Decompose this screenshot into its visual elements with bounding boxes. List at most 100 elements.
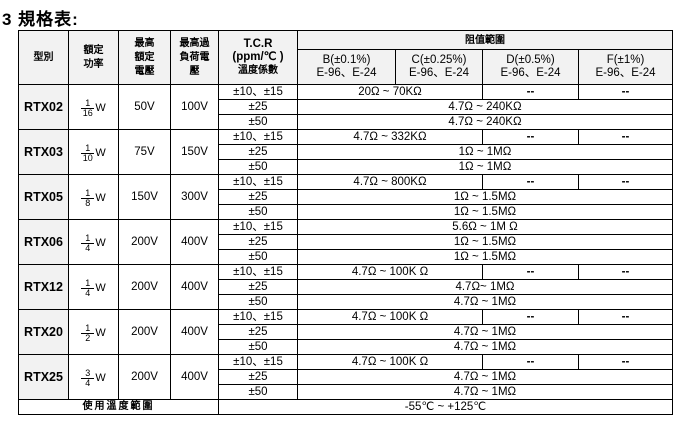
range-cell-f: -- <box>578 354 673 370</box>
max-voltage-cell: 200V <box>118 354 171 400</box>
table-row: ±25 1Ω ~ 1.5MΩ <box>19 189 673 205</box>
range-cell: 4.7Ω ~ 1MΩ <box>297 339 673 355</box>
table-row: ±25 4.7Ω ~ 1MΩ <box>19 324 673 340</box>
operating-temp-value: -55℃ ~ +125℃ <box>218 399 673 415</box>
tolerance-series: E-96、E-24 <box>408 67 470 79</box>
power-cell: 1 10 W <box>68 129 119 175</box>
tcr-cell: ±50 <box>218 159 298 175</box>
header-power: 額定功率 <box>68 30 119 85</box>
model-cell: RTX05 <box>18 174 69 220</box>
range-cell: 4.7Ω ~ 1MΩ <box>297 294 673 310</box>
operating-temp-label: 使用溫度範圍 <box>18 399 219 415</box>
power-unit: W <box>95 101 106 114</box>
power-unit: W <box>95 191 106 204</box>
tcr-cell: ±10、±15 <box>218 174 298 190</box>
max-voltage-cell: 150V <box>118 174 171 220</box>
range-cell: 4.7Ω ~ 1MΩ <box>297 369 673 385</box>
overload-voltage-cell: 400V <box>170 219 219 265</box>
power-denominator: 16 <box>82 107 93 118</box>
max-voltage-cell: 200V <box>118 309 171 355</box>
header-max-voltage: 最高額定電壓 <box>118 30 171 85</box>
range-cell: 4.7Ω ~ 100K Ω <box>297 264 483 280</box>
power-unit: W <box>95 326 106 339</box>
model-cell: RTX25 <box>18 354 69 400</box>
tcr-cell: ±50 <box>218 384 298 400</box>
tcr-cell: ±10、±15 <box>218 219 298 235</box>
range-cell: 1Ω ~ 1MΩ <box>297 159 673 175</box>
overload-voltage-cell: 400V <box>170 264 219 310</box>
power-unit: W <box>95 281 106 294</box>
range-cell-d: -- <box>482 84 579 100</box>
power-numerator: 1 <box>81 143 95 154</box>
range-cell: 4.7Ω ~ 332KΩ <box>297 129 483 145</box>
range-cell: 1Ω ~ 1MΩ <box>297 144 673 160</box>
tcr-unit: (ppm/℃ ) <box>232 50 284 63</box>
power-numerator: 1 <box>81 188 95 199</box>
tcr-cell: ±10、±15 <box>218 309 298 325</box>
power-numerator: 3 <box>81 368 95 379</box>
tcr-cell: ±50 <box>218 114 298 130</box>
power-numerator: 1 <box>81 98 95 109</box>
header-tcr: T.C.R (ppm/℃ ) 溫度係數 <box>218 30 298 85</box>
power-numerator: 1 <box>81 323 95 334</box>
range-cell: 4.7Ω ~ 240KΩ <box>297 114 673 130</box>
range-cell: 5.6Ω ~ 1M Ω <box>297 219 673 235</box>
table-row: RTX03 1 10 W 75V 150V ±10、±15 4.7Ω ~ 332KΩ -… <box>18 129 673 175</box>
tcr-cell: ±10、±15 <box>218 264 298 280</box>
range-cell-d: -- <box>482 129 579 145</box>
tolerance-grade: F(±1%) <box>606 54 645 66</box>
header-range: 阻值範圍 <box>297 30 673 50</box>
tolerance-grade: D(±0.5%) <box>506 54 555 66</box>
range-cell: 20Ω ~ 70KΩ <box>297 84 483 100</box>
overload-voltage-cell: 400V <box>170 309 219 355</box>
power-denominator: 2 <box>85 332 91 343</box>
power-denominator: 4 <box>85 287 91 298</box>
power-denominator: 8 <box>85 197 91 208</box>
power-numerator: 1 <box>81 278 95 289</box>
table-row: RTX02 1 16 W 50V 100V ±10、±15 20Ω ~ 70KΩ -- -… <box>18 84 673 130</box>
power-cell: 1 16 W <box>68 84 119 130</box>
range-cell: 4.7Ω ~ 1MΩ <box>297 384 673 400</box>
tcr-cell: ±10、±15 <box>218 354 298 370</box>
tcr-cell: ±25 <box>218 144 298 160</box>
model-cell: RTX20 <box>18 309 69 355</box>
tolerance-grade: C(±0.25%) <box>411 54 467 66</box>
range-cell-d: -- <box>482 309 579 325</box>
overload-voltage-cell: 100V <box>170 84 219 130</box>
max-voltage-cell: 200V <box>118 219 171 265</box>
table-row: ±50 1Ω ~ 1.5MΩ <box>19 249 673 265</box>
tcr-cell: ±25 <box>218 234 298 250</box>
table-row: ±25 4.7Ω~ 1MΩ <box>19 279 673 295</box>
power-unit: W <box>95 146 106 159</box>
range-cell: 4.7Ω ~ 100K Ω <box>297 309 483 325</box>
max-voltage-cell: 75V <box>118 129 171 175</box>
range-cell: 4.7Ω~ 1MΩ <box>297 279 673 295</box>
tcr-cell: ±50 <box>218 294 298 310</box>
model-cell: RTX03 <box>18 129 69 175</box>
range-cell: 4.7Ω ~ 800KΩ <box>297 174 483 190</box>
tcr-cell: ±25 <box>218 99 298 115</box>
range-cell-f: -- <box>578 129 673 145</box>
tolerance-series: E-96、E-24 <box>500 67 561 79</box>
tcr-cell: ±25 <box>218 279 298 295</box>
table-row: ±50 4.7Ω ~ 1MΩ <box>19 294 673 310</box>
power-denominator: 10 <box>82 152 93 163</box>
range-cell-d: -- <box>482 264 579 280</box>
tolerance-series: E-96、E-24 <box>316 67 377 79</box>
tcr-cell: ±50 <box>218 204 298 220</box>
header-tolerance: C(±0.25%) E-96、E-24 <box>395 49 483 85</box>
header-tolerance: F(±1%) E-96、E-24 <box>578 49 673 85</box>
spec-table: 型別 額定功率 最高額定電壓 最高過負荷電壓 T.C.R (ppm/℃ ) 溫度… <box>18 30 673 415</box>
power-unit: W <box>95 236 106 249</box>
model-cell: RTX02 <box>18 84 69 130</box>
range-cell: 1Ω ~ 1.5MΩ <box>297 189 673 205</box>
